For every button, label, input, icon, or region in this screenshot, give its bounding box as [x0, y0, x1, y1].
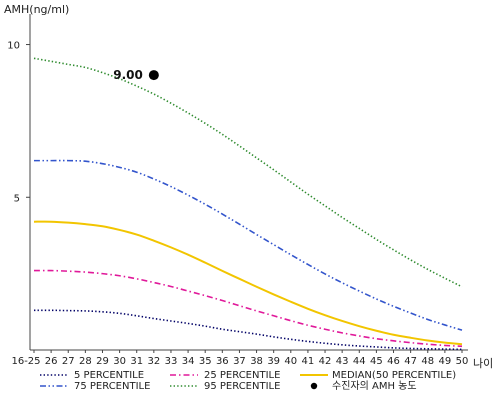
x-tick-label: 27 [62, 356, 75, 367]
y-tick-label: 5 [14, 193, 20, 204]
x-tick-label: 32 [147, 356, 160, 367]
legend-label: 25 PERCENTILE [204, 370, 280, 381]
series-line-75-percentile [34, 159, 463, 331]
x-tick-label: 30 [113, 356, 126, 367]
x-tick-label: 26 [45, 356, 58, 367]
x-tick-label: 29 [96, 356, 109, 367]
legend-label-patient: 수진자의 AMH 농도 [332, 380, 417, 392]
patient-marker: 9.00 [113, 68, 159, 82]
x-tick-label: 44 [353, 356, 366, 367]
y-axis: 5 10 [7, 14, 31, 350]
x-tick-label: 47 [404, 356, 417, 367]
series-line-5-percentile [33, 309, 463, 351]
x-tick-label: 31 [130, 356, 143, 367]
legend-label: MEDIAN(50 PERCENTILE) [332, 370, 456, 381]
legend: 5 PERCENTILE 25 PERCENTILE MEDIAN(50 PERCE… [40, 370, 456, 392]
x-tick-label: 49 [439, 356, 452, 367]
series-line-25-percentile [33, 269, 463, 348]
x-tick-label: 42 [319, 356, 332, 367]
legend-label: 5 PERCENTILE [74, 370, 144, 381]
x-tick-label: 28 [79, 356, 92, 367]
patient-marker-label: 9.00 [113, 68, 143, 82]
x-tick-label: 45 [370, 356, 383, 367]
x-tick-label: 38 [250, 356, 263, 367]
x-tick-label: 34 [182, 356, 195, 367]
x-tick-label: 35 [199, 356, 212, 367]
x-tick-label: 50 [456, 356, 469, 367]
patient-marker-dot [148, 70, 159, 81]
x-tick-label: 36 [216, 356, 229, 367]
legend-marker-swatch [310, 382, 318, 390]
legend-label: 75 PERCENTILE [74, 381, 150, 392]
x-axis-title: 나이 [473, 357, 493, 370]
y-axis-title: AMH(ng/ml) [4, 3, 69, 16]
x-axis: 16-25 26 27 28 29 30 31 32 33 34 35 36 37 38 39 40 41 42 4… [11, 349, 469, 367]
x-tick-label: 33 [165, 356, 178, 367]
x-tick-label: 37 [233, 356, 246, 367]
x-tick-label: 39 [267, 356, 280, 367]
x-tick-label: 41 [302, 356, 315, 367]
series-lines [33, 57, 463, 351]
legend-label: 95 PERCENTILE [204, 381, 280, 392]
x-tick-label: 48 [421, 356, 434, 367]
series-line-95-percentile [33, 57, 463, 288]
x-tick-label: 43 [336, 356, 349, 367]
series-line-median-50-percentile [33, 220, 463, 346]
x-tick-label: 40 [284, 356, 297, 367]
y-tick-label: 10 [7, 41, 20, 52]
x-tick-label: 16-25 [11, 356, 40, 367]
x-tick-label: 46 [387, 356, 400, 367]
